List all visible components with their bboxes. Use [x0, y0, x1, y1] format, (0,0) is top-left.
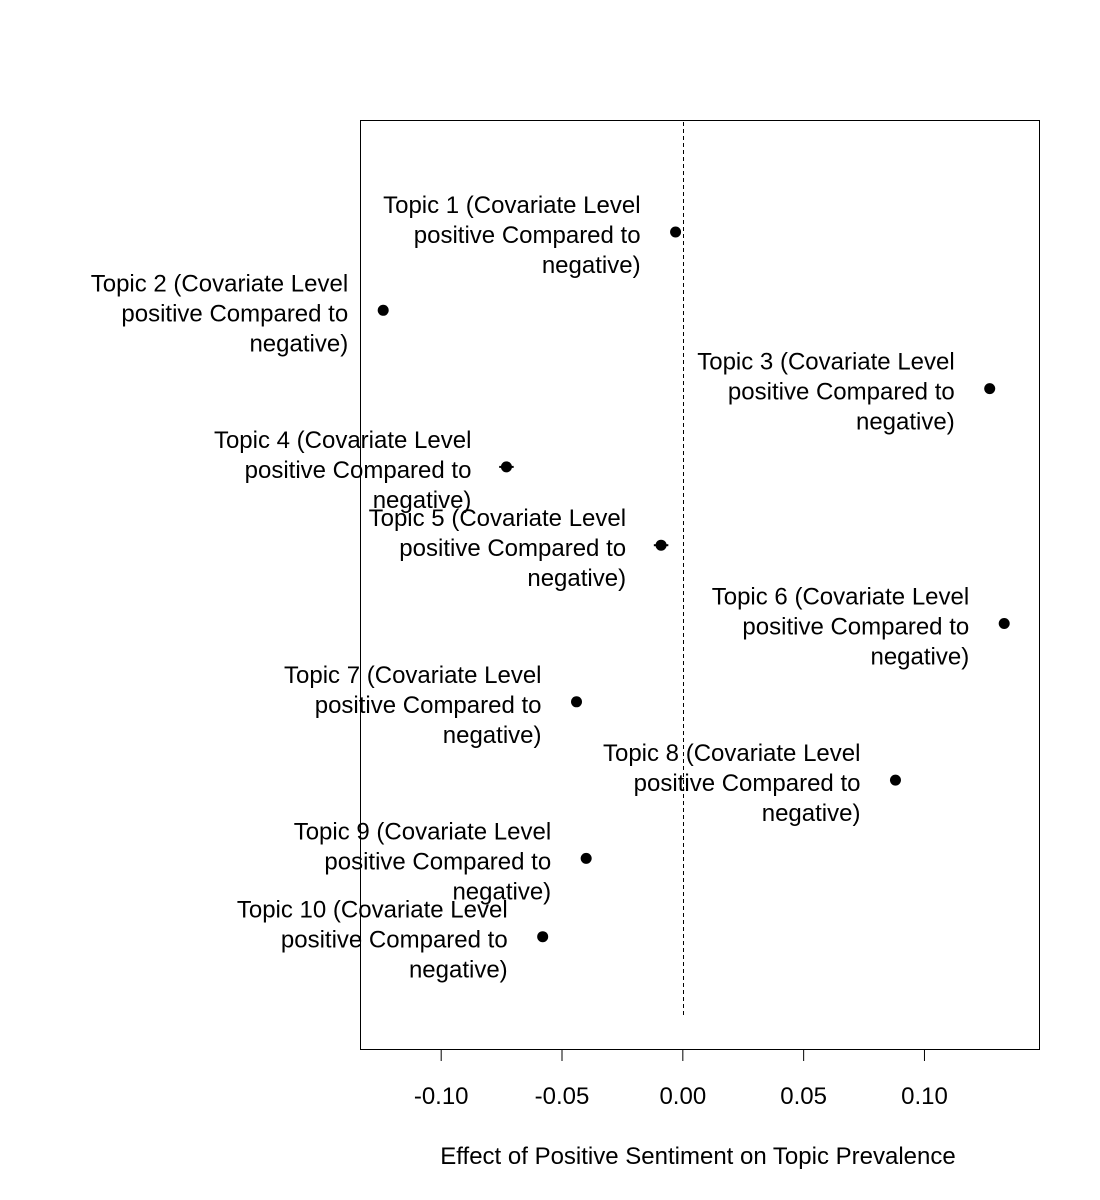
topic-label: Topic 1 (Covariate Level	[383, 192, 640, 219]
topic-label: positive Compared to	[324, 848, 551, 875]
topic-label: negative)	[409, 957, 508, 984]
topic-label: negative)	[762, 800, 861, 827]
topic-point-group: Topic 1 (Covariate Level positive Compare…	[383, 192, 682, 279]
point-estimate	[377, 304, 389, 316]
point-estimate	[670, 226, 682, 238]
topic-label: negative)	[542, 252, 641, 279]
topic-point-group: Topic 5 (Covariate Level positive Compare…	[369, 505, 669, 592]
x-tick-label: 0.10	[901, 1083, 948, 1110]
topic-point-group: Topic 6 (Covariate Level positive Compare…	[712, 584, 1010, 671]
topic-label: negative)	[870, 644, 969, 671]
topic-label: negative)	[527, 565, 626, 592]
point-estimate	[889, 774, 901, 786]
topic-label: positive Compared to	[399, 535, 626, 562]
topic-label: positive Compared to	[634, 770, 861, 797]
topic-point-group: Topic 3 (Covariate Level positive Compare…	[697, 349, 996, 436]
topic-label: Topic 10 (Covariate Level	[237, 897, 508, 924]
point-estimate	[571, 696, 583, 708]
x-tick-label: 0.05	[780, 1083, 827, 1110]
topic-point-group: Topic 7 (Covariate Level positive Compare…	[284, 662, 583, 749]
topic-label: positive Compared to	[728, 379, 955, 406]
point-estimate	[500, 461, 512, 473]
topic-label: Topic 3 (Covariate Level	[697, 349, 954, 376]
point-estimate	[998, 618, 1010, 629]
x-axis: -0.10 -0.05 0.00 0.05 0.10	[414, 1049, 948, 1110]
topic-label: positive Compared to	[281, 927, 508, 954]
topic-point-group: Topic 10 (Covariate Level positive Compar…	[237, 897, 549, 984]
topic-label: Topic 5 (Covariate Level	[369, 505, 626, 532]
topic-label: positive Compared to	[315, 692, 542, 719]
topic-label: Topic 8 (Covariate Level	[603, 740, 860, 767]
topic-label: negative)	[856, 409, 955, 436]
x-tick-label: -0.05	[535, 1083, 590, 1110]
topic-label: Topic 7 (Covariate Level	[284, 662, 541, 689]
topic-label: negative)	[452, 878, 551, 905]
topic-point-group: Topic 8 (Covariate Level positive Compare…	[603, 740, 901, 827]
point-estimate	[984, 383, 996, 395]
topic-point-group: Topic 4 (Covariate Level positive Compare…	[214, 427, 514, 514]
topic-label: negative)	[373, 487, 472, 514]
x-tick-label: 0.00	[659, 1083, 706, 1110]
topic-label: negative)	[443, 722, 542, 749]
topic-label: Topic 2 (Covariate Level	[91, 270, 348, 297]
topic-point-group: Topic 2 (Covariate Level positive Compare…	[91, 270, 389, 357]
x-axis-title: Effect of Positive Sentiment on Topic Pr…	[440, 1143, 955, 1170]
topic-label: positive Compared to	[742, 614, 969, 641]
point-estimate	[655, 539, 667, 551]
topic-label: Topic 6 (Covariate Level	[712, 584, 969, 611]
topic-label: positive Compared to	[121, 300, 348, 327]
topic-label: positive Compared to	[414, 222, 641, 249]
x-tick-label: -0.10	[414, 1083, 469, 1110]
topic-label: positive Compared to	[245, 457, 472, 484]
topic-label: Topic 4 (Covariate Level	[214, 427, 471, 454]
data-points: Topic 1 (Covariate Level positive Compare…	[91, 192, 1010, 984]
point-estimate	[580, 852, 592, 864]
topic-label: Topic 9 (Covariate Level	[294, 818, 551, 845]
topic-point-group: Topic 9 (Covariate Level positive Compare…	[294, 818, 592, 905]
point-estimate	[537, 931, 549, 943]
topic-label: negative)	[249, 330, 348, 357]
